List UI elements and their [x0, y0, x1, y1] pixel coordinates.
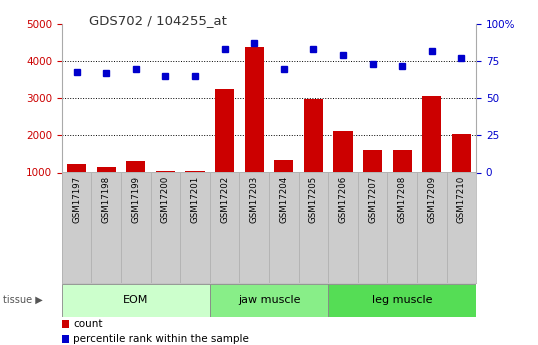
Text: GSM17202: GSM17202: [220, 176, 229, 223]
Bar: [274, 160, 293, 172]
Bar: [334, 131, 352, 172]
Text: EOM: EOM: [123, 295, 148, 305]
Bar: [67, 164, 86, 172]
Text: GSM17204: GSM17204: [279, 176, 288, 223]
Bar: [452, 134, 471, 172]
Text: GSM17208: GSM17208: [398, 176, 407, 223]
Text: GSM17209: GSM17209: [427, 176, 436, 223]
Text: count: count: [74, 319, 103, 329]
Text: GSM17207: GSM17207: [368, 176, 377, 223]
Text: GSM17203: GSM17203: [250, 176, 259, 223]
Text: GSM17206: GSM17206: [338, 176, 348, 223]
Text: GSM17198: GSM17198: [102, 176, 111, 223]
FancyBboxPatch shape: [62, 284, 210, 317]
Text: GSM17197: GSM17197: [72, 176, 81, 223]
FancyBboxPatch shape: [210, 284, 328, 317]
Text: GSM17205: GSM17205: [309, 176, 318, 223]
Bar: [215, 89, 234, 172]
Text: jaw muscle: jaw muscle: [238, 295, 300, 305]
Text: leg muscle: leg muscle: [372, 295, 433, 305]
Bar: [422, 97, 441, 172]
Bar: [97, 167, 116, 172]
Text: tissue ▶: tissue ▶: [3, 295, 43, 305]
Bar: [62, 335, 69, 343]
Text: GSM17201: GSM17201: [190, 176, 200, 223]
Bar: [156, 171, 175, 172]
Bar: [62, 319, 69, 328]
Bar: [363, 149, 382, 172]
Bar: [186, 171, 204, 172]
Bar: [304, 99, 323, 172]
Bar: [126, 161, 145, 172]
Text: GDS702 / 104255_at: GDS702 / 104255_at: [89, 14, 226, 27]
Text: GSM17200: GSM17200: [161, 176, 170, 223]
Text: percentile rank within the sample: percentile rank within the sample: [74, 334, 249, 344]
Bar: [245, 47, 264, 172]
Text: GSM17210: GSM17210: [457, 176, 466, 223]
Bar: [393, 150, 412, 172]
Text: GSM17199: GSM17199: [131, 176, 140, 223]
FancyBboxPatch shape: [328, 284, 476, 317]
